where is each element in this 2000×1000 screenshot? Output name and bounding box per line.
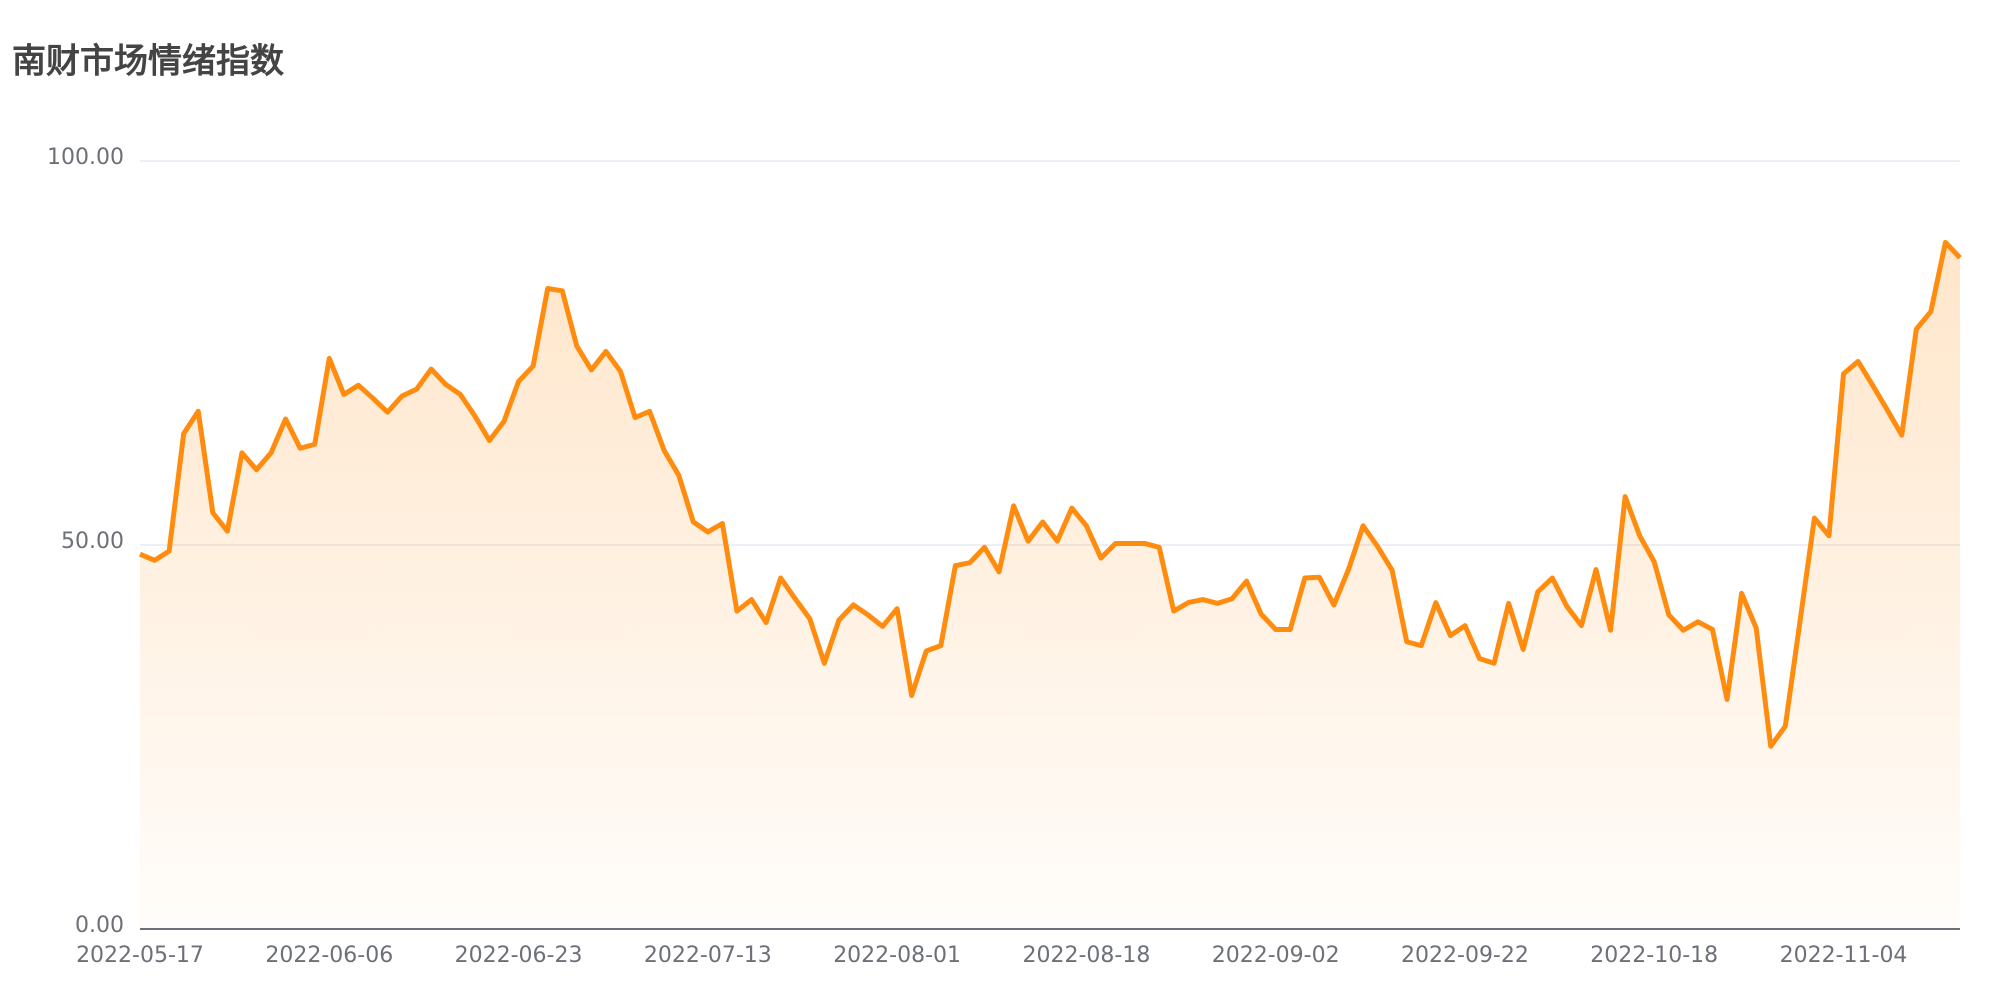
y-tick-label: 0.00 — [75, 913, 124, 938]
x-tick-label: 2022-07-13 — [644, 943, 772, 968]
y-tick-label: 100.00 — [47, 145, 124, 170]
area-fill — [140, 242, 1960, 929]
chart-title: 南财市场情绪指数 — [12, 42, 284, 82]
x-tick-label: 2022-05-17 — [76, 943, 204, 968]
x-tick-label: 2022-06-06 — [265, 943, 393, 968]
x-tick-label: 2022-08-01 — [833, 943, 961, 968]
line — [139, 239, 1962, 749]
x-tick-label: 2022-08-18 — [1022, 943, 1150, 968]
x-tick-label: 2022-11-04 — [1780, 943, 1908, 968]
x-tick-label: 2022-09-22 — [1401, 943, 1529, 968]
x-tick-label: 2022-09-02 — [1212, 943, 1340, 968]
y-tick-label: 50.00 — [61, 529, 124, 554]
x-tick-label: 2022-06-23 — [455, 943, 583, 968]
x-tick-label: 2022-10-18 — [1590, 943, 1718, 968]
